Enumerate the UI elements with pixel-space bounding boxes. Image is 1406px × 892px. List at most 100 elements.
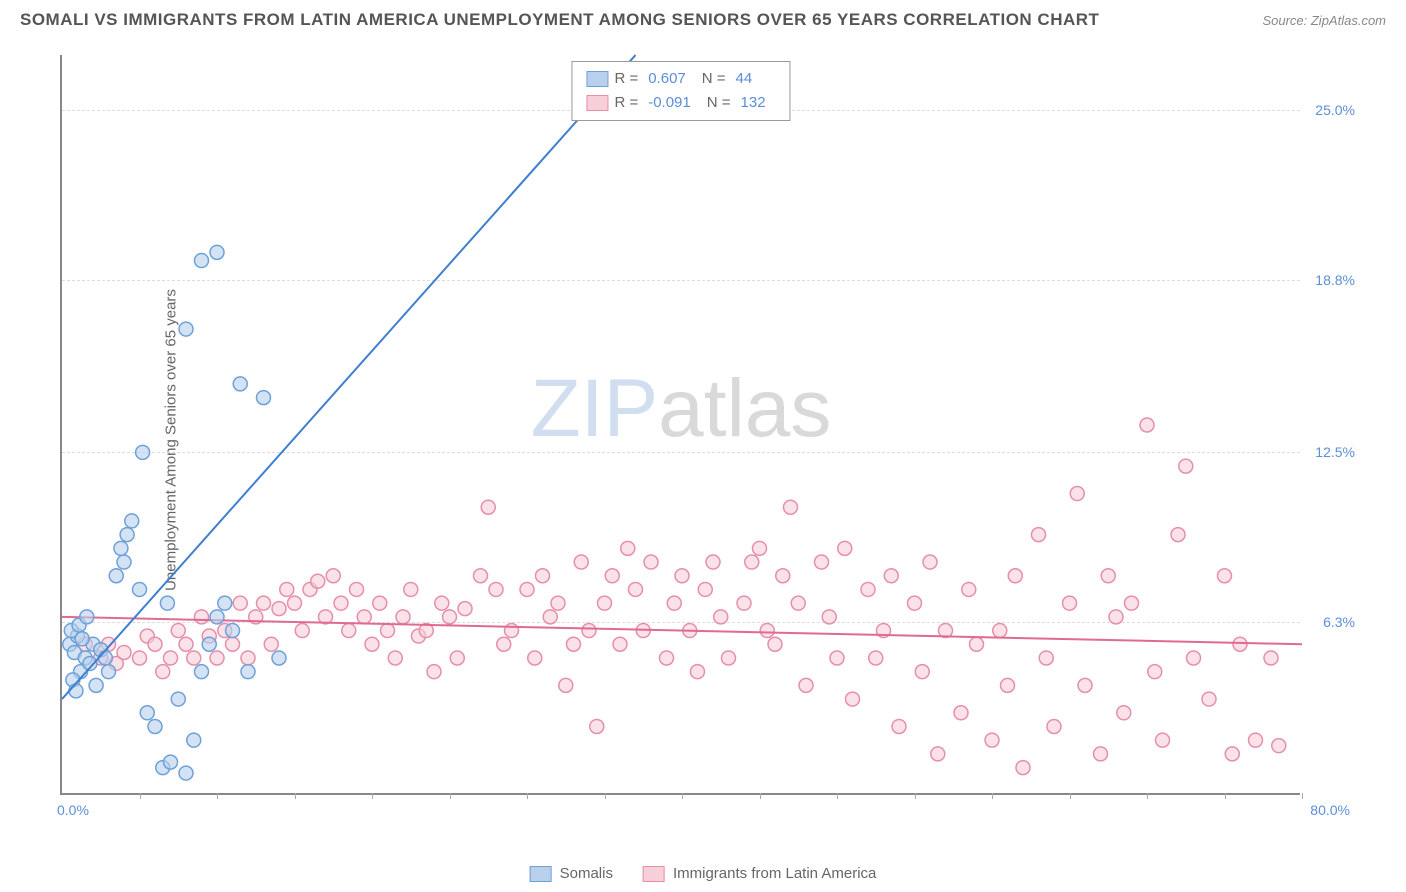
data-point [543,610,557,624]
data-point [613,637,627,651]
data-point [195,665,209,679]
data-point [621,541,635,555]
data-point [931,747,945,761]
data-point [799,678,813,692]
legend-n-latin: 132 [741,91,766,115]
data-point [458,602,472,616]
legend-swatch-latin-bottom [643,866,665,882]
data-point [218,596,232,610]
data-point [528,651,542,665]
data-point [698,582,712,596]
data-point [660,651,674,665]
data-point [1187,651,1201,665]
data-point [133,582,147,596]
data-point [884,569,898,583]
data-point [171,692,185,706]
data-point [148,719,162,733]
data-point [551,596,565,610]
data-point [241,665,255,679]
data-point [915,665,929,679]
data-point [342,624,356,638]
data-point [846,692,860,706]
scatter-plot-svg [62,55,1300,793]
data-point [1109,610,1123,624]
data-point [334,596,348,610]
data-point [210,610,224,624]
data-point [520,582,534,596]
data-point [195,254,209,268]
data-point [450,651,464,665]
x-minor-tick [527,793,528,799]
data-point [830,651,844,665]
x-minor-tick [217,793,218,799]
data-point [187,651,201,665]
data-point [114,541,128,555]
data-point [1179,459,1193,473]
x-minor-tick [837,793,838,799]
y-tick-label: 25.0% [1315,102,1355,118]
legend-r-label-2: R = [614,91,638,115]
chart-title: SOMALI VS IMMIGRANTS FROM LATIN AMERICA … [20,10,1099,30]
data-point [1047,719,1061,733]
x-minor-tick [605,793,606,799]
data-point [605,569,619,583]
legend-n-label: N = [702,67,726,91]
data-point [574,555,588,569]
data-point [892,719,906,733]
data-point [1140,418,1154,432]
data-point [1070,487,1084,501]
data-point [102,665,116,679]
legend-n-label-2: N = [707,91,731,115]
data-point [838,541,852,555]
data-point [582,624,596,638]
data-point [75,632,89,646]
data-point [179,766,193,780]
data-point [435,596,449,610]
data-point [536,569,550,583]
data-point [822,610,836,624]
data-point [257,596,271,610]
data-point [117,645,131,659]
data-point [272,602,286,616]
data-point [156,665,170,679]
data-point [148,637,162,651]
data-point [117,555,131,569]
data-point [567,637,581,651]
y-tick-label: 12.5% [1315,444,1355,460]
data-point [497,637,511,651]
legend-swatch-latin [586,95,608,111]
data-point [675,569,689,583]
x-tick-max: 80.0% [1310,802,1350,818]
data-point [1171,528,1185,542]
y-tick-label: 18.8% [1315,272,1355,288]
data-point [326,569,340,583]
data-point [869,651,883,665]
x-minor-tick [450,793,451,799]
data-point [1264,651,1278,665]
data-point [288,596,302,610]
data-point [505,624,519,638]
data-point [923,555,937,569]
data-point [1117,706,1131,720]
data-point [815,555,829,569]
data-point [195,610,209,624]
data-point [69,684,83,698]
data-point [272,651,286,665]
data-point [1032,528,1046,542]
data-point [970,637,984,651]
data-point [226,637,240,651]
data-point [427,665,441,679]
data-point [737,596,751,610]
data-point [706,555,720,569]
data-point [164,651,178,665]
data-point [993,624,1007,638]
data-point [1039,651,1053,665]
data-point [1063,596,1077,610]
legend-n-somalis: 44 [736,67,753,91]
legend-r-label: R = [614,67,638,91]
data-point [210,651,224,665]
data-point [962,582,976,596]
data-point [171,624,185,638]
data-point [474,569,488,583]
data-point [233,377,247,391]
